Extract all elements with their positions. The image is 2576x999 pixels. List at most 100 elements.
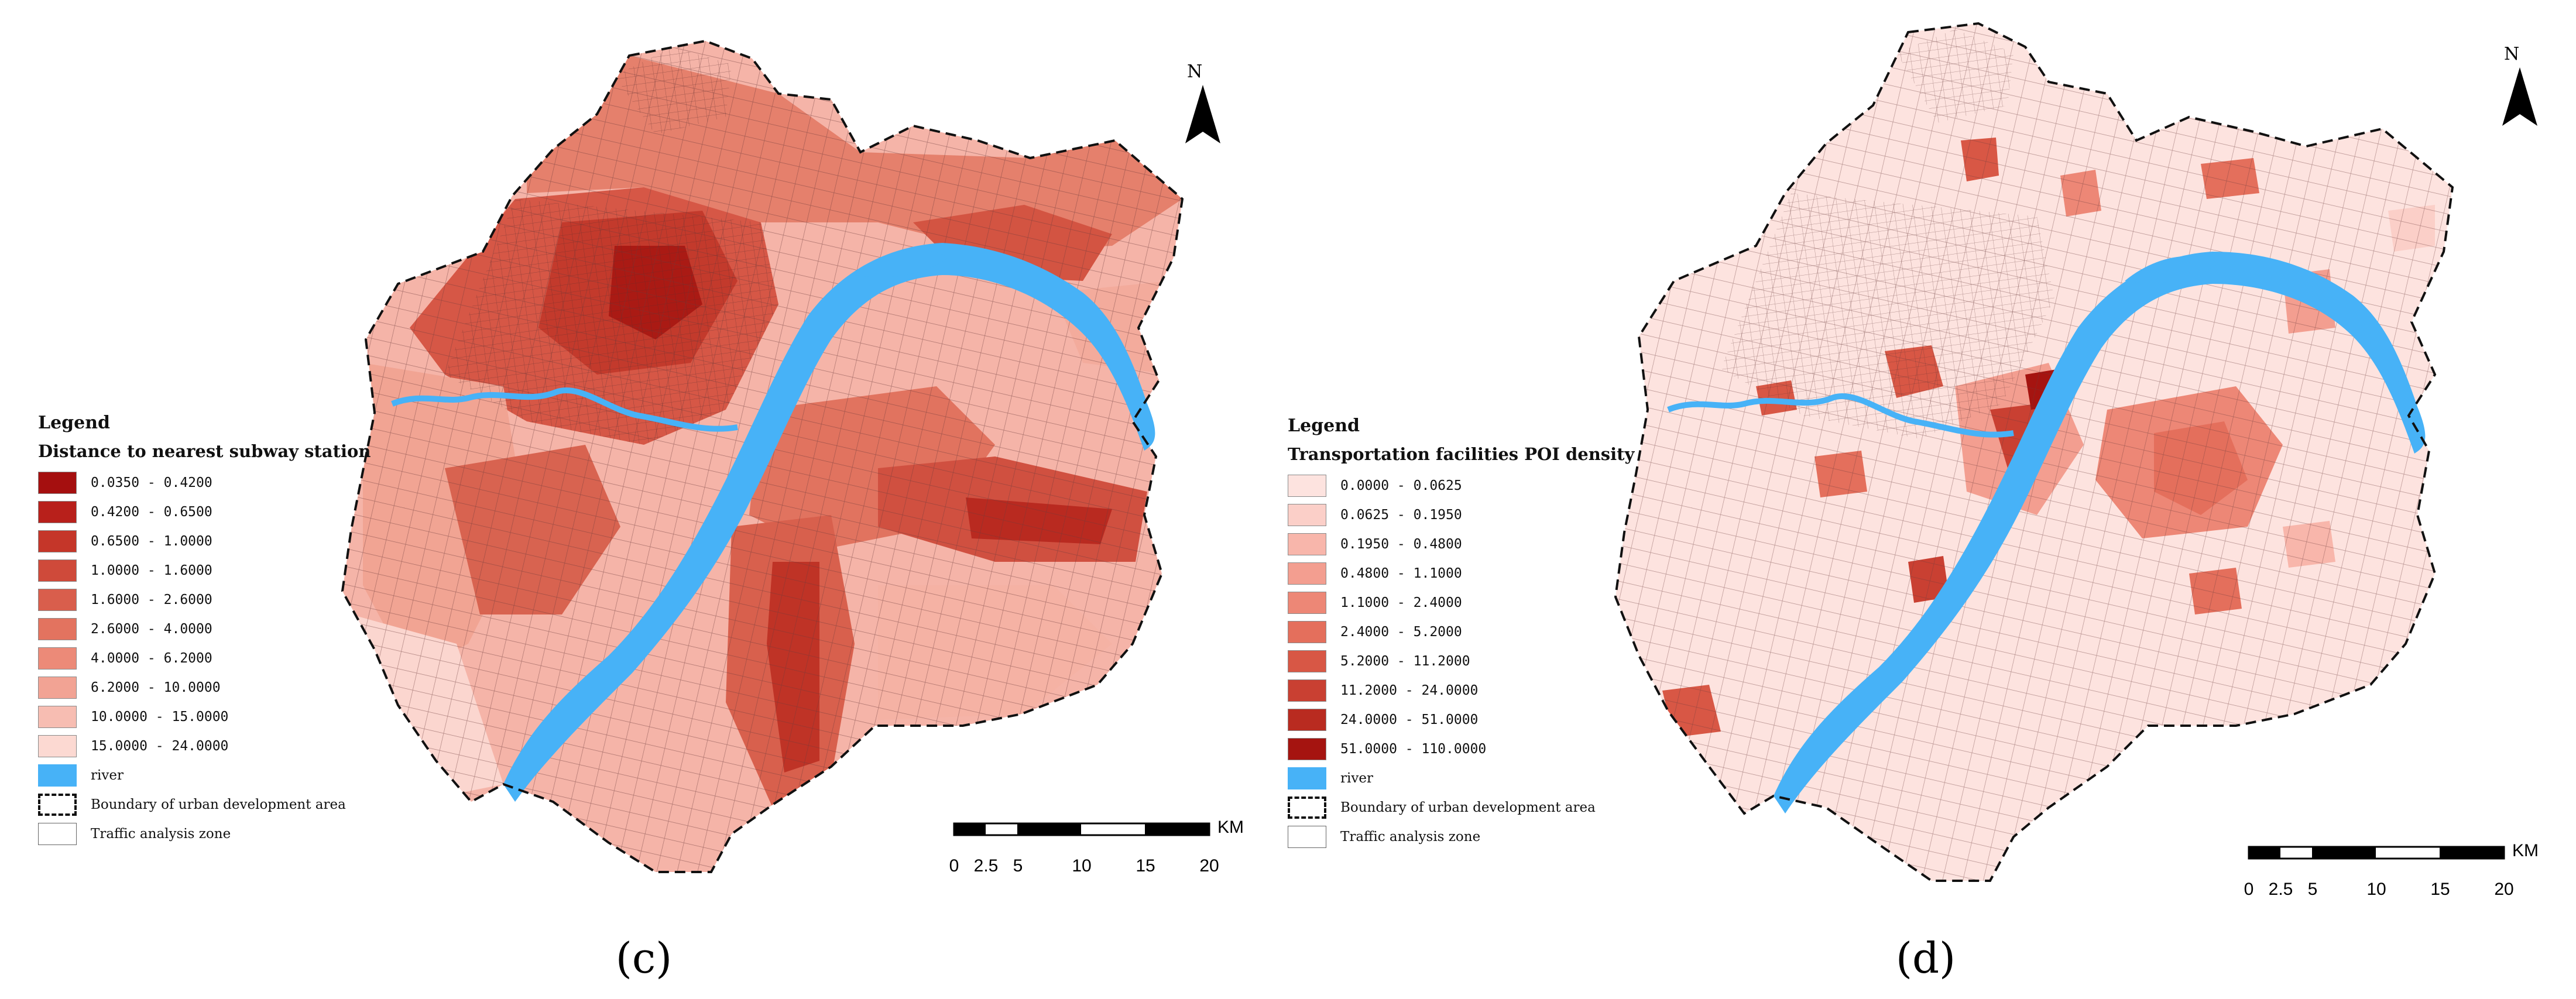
legend-row-class: 0.0350 - 0.4200 (38, 468, 371, 497)
legend-row-class: 1.6000 - 2.6000 (38, 585, 371, 614)
legend-row-class: 4.0000 - 6.2000 (38, 644, 371, 673)
scale-bar-graphic (2248, 846, 2505, 860)
legend-row-boundary: Boundary of urban development area (38, 790, 371, 819)
legend-subtitle: Transportation facilities POI density (1288, 444, 1635, 464)
legend-label: 10.0000 - 15.0000 (91, 709, 229, 725)
legend-swatch (38, 559, 77, 582)
zone-swatch (38, 823, 77, 845)
river-swatch (38, 764, 77, 787)
legend-label: 5.2000 - 11.2000 (1340, 654, 1470, 669)
map-d (1614, 22, 2454, 882)
legend-label: 15.0000 - 24.0000 (91, 739, 229, 754)
legend-subtitle: Distance to nearest subway station (38, 441, 371, 461)
legend-label: 2.6000 - 4.0000 (91, 622, 212, 637)
scale-tick-label: 20 (1199, 856, 1219, 876)
legend-swatch (1288, 475, 1326, 497)
scale-tick-label: 5 (1013, 856, 1023, 876)
north-arrow: N (1176, 61, 1229, 149)
legend-row-class: 24.0000 - 51.0000 (1288, 705, 1634, 734)
legend-row-class: 11.2000 - 24.0000 (1288, 676, 1634, 705)
scale-tick-label: 0 (949, 856, 959, 876)
map-panel-c: N Legend Distance to nearest subway stat… (38, 39, 1244, 983)
legend-row-class: 1.1000 - 2.4000 (1288, 588, 1634, 617)
legend-swatch (38, 530, 77, 552)
legend-row-river: river (1288, 764, 1634, 793)
legend-title: Legend (38, 413, 111, 433)
legend-row-class: 10.0000 - 15.0000 (38, 702, 371, 732)
legend-label: 0.0000 - 0.0625 (1340, 478, 1462, 493)
panel-label-d: (d) (1895, 933, 1956, 983)
legend-label: 1.0000 - 1.6000 (91, 563, 212, 578)
legend-row-zone: Traffic analysis zone (38, 819, 371, 849)
boundary-swatch (38, 794, 77, 816)
legend-label: 0.4200 - 0.6500 (91, 504, 212, 520)
scale-tick-label: 0 (2244, 880, 2254, 899)
legend-label: 24.0000 - 51.0000 (1340, 712, 1479, 727)
boundary-swatch (1288, 797, 1326, 819)
legend-label: 1.1000 - 2.4000 (1340, 595, 1462, 610)
scale-tick-label: 10 (1072, 856, 1092, 876)
river-swatch (1288, 767, 1326, 789)
legend-title: Legend (1288, 416, 1360, 436)
legend-swatch (1288, 679, 1326, 702)
scale-bar-c: KM 0 2.5 5 10 15 20 (949, 818, 1244, 876)
legend-swatch (38, 472, 77, 494)
legend-label: 1.6000 - 2.6000 (91, 592, 212, 607)
legend-row-class: 2.6000 - 4.0000 (38, 614, 371, 644)
north-arrow: N (2493, 44, 2546, 132)
legend-row-class: 2.4000 - 5.2000 (1288, 617, 1634, 647)
scale-tick-label: 15 (1136, 856, 1155, 876)
north-arrow-icon (2502, 67, 2537, 126)
legend-label: 51.0000 - 110.0000 (1340, 741, 1487, 757)
scale-ticks: 0 2.5 5 10 15 20 (2244, 862, 2514, 899)
legend-swatch (38, 501, 77, 523)
legend-row-class: 0.4800 - 1.1000 (1288, 559, 1634, 588)
legend-label: 11.2000 - 24.0000 (1340, 683, 1479, 698)
legend-row-class: 5.2000 - 11.2000 (1288, 647, 1634, 676)
legend-swatch (1288, 621, 1326, 643)
north-label: N (1187, 61, 1203, 82)
legend-row-class: 51.0000 - 110.0000 (1288, 734, 1634, 764)
map-panel-d: N Legend Transportation facilities POI d… (1288, 0, 2575, 999)
north-label: N (2504, 44, 2520, 64)
legend-swatch (1288, 650, 1326, 672)
legend-row-class: 6.2000 - 10.0000 (38, 673, 371, 702)
scale-bar-graphic (953, 822, 1210, 836)
legend-label: 0.1950 - 0.4800 (1340, 537, 1462, 552)
scale-unit: KM (2512, 841, 2539, 860)
legend-row-class: 0.6500 - 1.0000 (38, 527, 371, 556)
legend-swatch (1288, 533, 1326, 555)
legend-c: Legend Distance to nearest subway statio… (38, 413, 371, 849)
legend-row-class: 0.4200 - 0.6500 (38, 497, 371, 527)
legend-row-class: 0.0625 - 0.1950 (1288, 500, 1634, 530)
north-arrow-icon (1185, 85, 1220, 143)
legend-swatch (38, 647, 77, 670)
panel-label-c: (c) (615, 933, 673, 983)
legend-label: 6.2000 - 10.0000 (91, 680, 221, 695)
legend-swatch (1288, 738, 1326, 760)
legend-label: 2.4000 - 5.2000 (1340, 624, 1462, 640)
scale-tick-label: 5 (2307, 880, 2318, 899)
legend-label-river: river (91, 768, 124, 783)
legend-row-class: 0.1950 - 0.4800 (1288, 530, 1634, 559)
legend-label-boundary: Boundary of urban development area (91, 797, 346, 812)
legend-swatch (38, 618, 77, 640)
scale-tick-label: 10 (2366, 880, 2386, 899)
legend-swatch (38, 589, 77, 611)
legend-swatch (1288, 709, 1326, 731)
scale-tick-label: 2.5 (973, 856, 999, 876)
scale-bar-d: KM 0 2.5 5 10 15 20 (2244, 841, 2539, 899)
legend-swatch (38, 677, 77, 699)
legend-label: 0.0625 - 0.1950 (1340, 507, 1462, 523)
legend-row-boundary: Boundary of urban development area (1288, 793, 1634, 822)
legend-label: 0.4800 - 1.1000 (1340, 566, 1462, 581)
legend-label-zone: Traffic analysis zone (91, 826, 231, 842)
legend-label-zone: Traffic analysis zone (1340, 829, 1481, 844)
scale-unit: KM (1217, 818, 1244, 837)
legend-row-zone: Traffic analysis zone (1288, 822, 1634, 852)
legend-swatch (38, 735, 77, 757)
legend-label: 0.0350 - 0.4200 (91, 475, 212, 490)
legend-row-class: 0.0000 - 0.0625 (1288, 471, 1634, 500)
legend-label-river: river (1340, 771, 1373, 786)
zone-swatch (1288, 826, 1326, 848)
